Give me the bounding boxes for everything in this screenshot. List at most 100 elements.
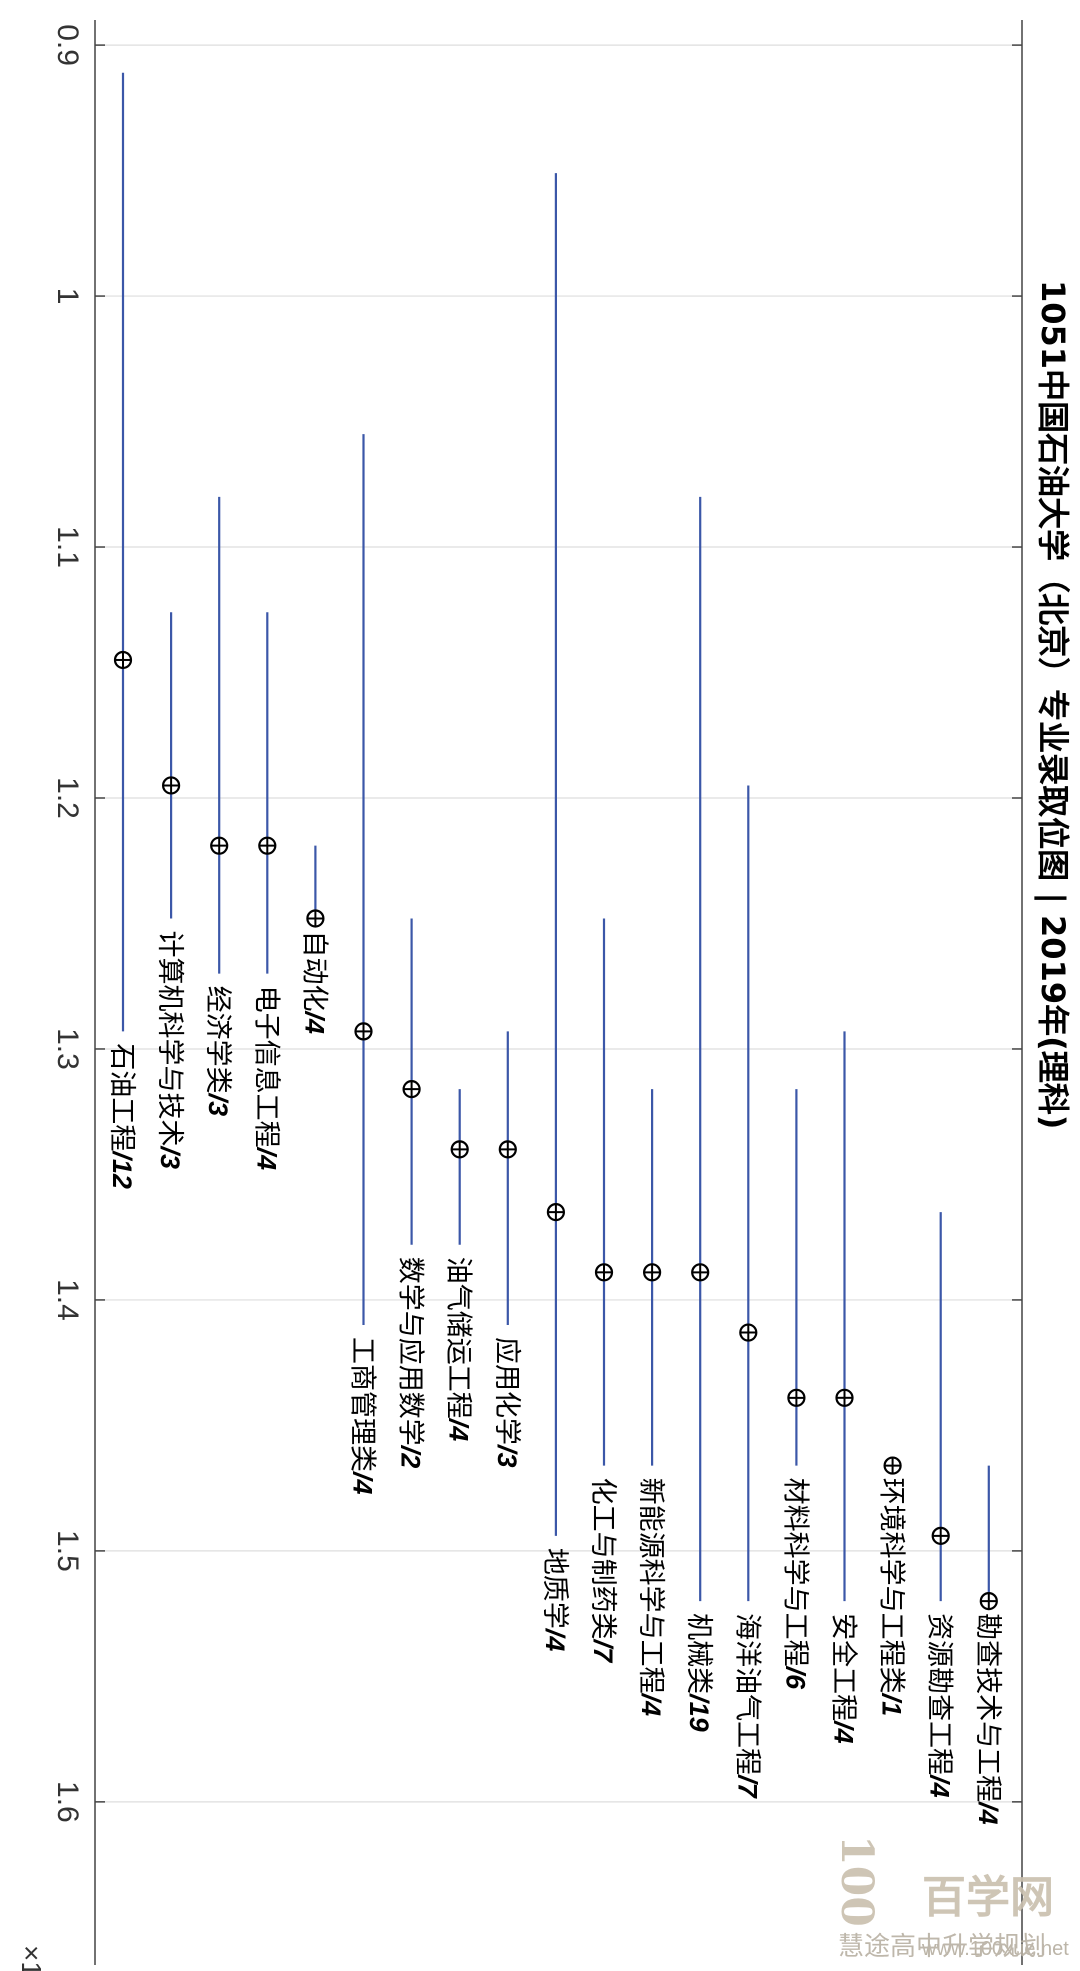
category-count-10: /7 — [588, 1639, 618, 1665]
category-label-group-3: 电子信息工程/4 — [250, 986, 281, 1171]
category-label-12: 机械类/19 — [683, 1613, 714, 1732]
category-name-10: 化工与制药类 — [587, 1478, 618, 1640]
tick-label-group-0: 0.9 — [51, 24, 84, 66]
tick-label-group-5: 1.4 — [51, 1279, 84, 1321]
category-label-16: 环境科学与工程类/1 — [876, 1478, 907, 1717]
tick-label-3: 1.2 — [51, 777, 84, 819]
category-count-15: /4 — [829, 1720, 859, 1744]
category-label-group-6: 数学与应用数学/2 — [395, 1257, 426, 1469]
category-name-3: 电子信息工程 — [250, 986, 281, 1148]
category-name-12: 机械类 — [683, 1613, 714, 1694]
category-name-9: 地质学 — [539, 1548, 570, 1629]
category-count-3: /4 — [251, 1147, 281, 1171]
watermark: 100 百学网 www.100xue.net 慧途高中升学规划 — [831, 1835, 1069, 1962]
category-name-8: 应用化学 — [491, 1337, 522, 1445]
category-label-4: 自动化/4 — [298, 930, 329, 1034]
tick-label-2: 1.1 — [51, 526, 84, 568]
category-count-11: /4 — [636, 1693, 666, 1717]
tick-label-group-6: 1.5 — [51, 1530, 84, 1572]
category-label-1: 计算机科学与技术/3 — [154, 930, 185, 1169]
category-label-6: 数学与应用数学/2 — [395, 1257, 426, 1469]
category-label-9: 地质学/4 — [539, 1548, 570, 1652]
tick-label-group-1: 1 — [51, 288, 84, 305]
category-name-6: 数学与应用数学 — [395, 1257, 426, 1446]
category-label-group-18: 勘查技术与工程/4 — [972, 1613, 1003, 1825]
category-count-8: /3 — [492, 1444, 522, 1468]
category-label-0: 石油工程/12 — [106, 1043, 137, 1189]
watermark-logo: 100 — [831, 1835, 882, 1927]
category-label-group-16: 环境科学与工程类/1 — [876, 1478, 907, 1717]
category-count-9: /4 — [540, 1628, 570, 1652]
category-label-group-4: 自动化/4 — [298, 930, 329, 1034]
category-label-group-12: 机械类/19 — [683, 1613, 714, 1732]
tick-label-7: 1.6 — [51, 1781, 84, 1823]
tick-label-6: 1.5 — [51, 1530, 84, 1572]
category-label-13: 海洋油气工程/7 — [731, 1613, 762, 1800]
axis-multiplier: ×10⁴ — [16, 1945, 47, 1971]
category-label-group-5: 工商管理类/4 — [347, 1337, 378, 1495]
category-label-10: 化工与制药类/7 — [587, 1478, 618, 1665]
category-name-1: 计算机科学与技术 — [154, 930, 185, 1146]
category-label-group-14: 材料科学与工程/6 — [779, 1478, 810, 1691]
category-label-5: 工商管理类/4 — [347, 1337, 378, 1495]
category-label-18: 勘查技术与工程/4 — [972, 1613, 1003, 1825]
category-label-3: 电子信息工程/4 — [250, 986, 281, 1171]
series-ranges — [113, 72, 998, 1611]
tick-label-group-2: 1.1 — [51, 526, 84, 568]
category-count-12: /19 — [684, 1693, 714, 1732]
tick-label-4: 1.3 — [51, 1028, 84, 1070]
axis-multiplier-group: ×10⁴ — [16, 1945, 47, 1971]
category-label-group-17: 资源勘查工程/4 — [924, 1613, 955, 1798]
category-name-2: 经济学类 — [202, 986, 233, 1094]
category-label-group-10: 化工与制药类/7 — [587, 1478, 618, 1665]
category-count-13: /7 — [732, 1774, 762, 1800]
category-count-14: /6 — [780, 1666, 810, 1691]
category-count-5: /4 — [348, 1471, 378, 1495]
category-label-group-8: 应用化学/3 — [491, 1337, 522, 1468]
category-label-group-7: 油气储运工程/4 — [443, 1257, 474, 1442]
tick-label-group-4: 1.3 — [51, 1028, 84, 1070]
category-label-8: 应用化学/3 — [491, 1337, 522, 1468]
category-name-5: 工商管理类 — [347, 1337, 378, 1472]
category-name-13: 海洋油气工程 — [731, 1613, 762, 1775]
category-count-0: /12 — [107, 1150, 137, 1189]
category-count-6: /2 — [396, 1445, 426, 1469]
category-name-14: 材料科学与工程 — [779, 1478, 810, 1667]
category-count-7: /4 — [444, 1418, 474, 1442]
category-label-group-13: 海洋油气工程/7 — [731, 1613, 762, 1800]
category-label-group-1: 计算机科学与技术/3 — [154, 930, 185, 1169]
tick-label-0: 0.9 — [51, 24, 84, 66]
category-count-1: /3 — [155, 1145, 185, 1169]
category-name-15: 安全工程 — [828, 1613, 859, 1721]
gridlines — [95, 44, 1022, 1803]
category-name-11: 新能源科学与工程 — [635, 1478, 666, 1694]
category-label-group-9: 地质学/4 — [539, 1548, 570, 1652]
category-name-7: 油气储运工程 — [443, 1257, 474, 1419]
title-group: 1051中国石油大学（北京）专业录取位图 | 2019年(理科) — [1033, 280, 1072, 1129]
category-name-0: 石油工程 — [106, 1043, 137, 1151]
tick-label-1: 1 — [51, 288, 84, 305]
category-name-18: 勘查技术与工程 — [972, 1613, 1003, 1802]
category-label-7: 油气储运工程/4 — [443, 1257, 474, 1442]
category-label-15: 安全工程/4 — [828, 1613, 859, 1744]
watermark-url: www.100xue.net — [921, 1938, 1069, 1960]
category-name-4: 自动化 — [298, 930, 329, 1011]
category-label-17: 资源勘查工程/4 — [924, 1613, 955, 1798]
watermark-account: 慧途高中升学规划 — [838, 1932, 1046, 1962]
category-name-17: 资源勘查工程 — [924, 1613, 955, 1775]
tick-label-5: 1.4 — [51, 1279, 84, 1321]
category-count-18: /4 — [973, 1801, 1003, 1825]
watermark-brand: 百学网 — [922, 1872, 1054, 1923]
category-count-16: /1 — [877, 1693, 907, 1717]
category-label-group-11: 新能源科学与工程/4 — [635, 1478, 666, 1717]
axes: 0.9 1 1.1 1.2 1.3 1.4 1.5 1.6 — [51, 20, 1023, 1965]
category-label-group-15: 安全工程/4 — [828, 1613, 859, 1744]
tick-label-group-7: 1.6 — [51, 1781, 84, 1823]
category-label-group-0: 石油工程/12 — [106, 1043, 137, 1189]
category-label-14: 材料科学与工程/6 — [779, 1478, 810, 1691]
category-label-group-2: 经济学类/3 — [202, 986, 233, 1117]
watermark-logo-digits: 100 — [831, 1835, 882, 1927]
tick-label-group-3: 1.2 — [51, 777, 84, 819]
